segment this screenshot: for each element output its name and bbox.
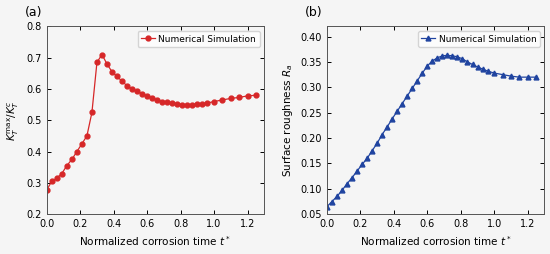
- Numerical Simulation: [439, 54, 446, 57]
- Numerical Simulation: [464, 60, 471, 64]
- Numerical Simulation: [389, 117, 395, 120]
- Numerical Simulation: [104, 62, 111, 66]
- Numerical Simulation: [211, 100, 217, 103]
- Text: (a): (a): [25, 6, 42, 19]
- Numerical Simulation: [459, 57, 466, 60]
- Numerical Simulation: [354, 170, 360, 173]
- Numerical Simulation: [469, 63, 476, 66]
- Numerical Simulation: [344, 182, 350, 185]
- Numerical Simulation: [424, 65, 431, 68]
- Numerical Simulation: [53, 177, 60, 180]
- Numerical Simulation: [323, 205, 330, 208]
- Numerical Simulation: [228, 97, 234, 100]
- Line: Numerical Simulation: Numerical Simulation: [45, 52, 258, 192]
- Numerical Simulation: [199, 102, 206, 105]
- Numerical Simulation: [479, 68, 486, 71]
- Numerical Simulation: [79, 142, 85, 145]
- Numerical Simulation: [404, 94, 410, 98]
- Numerical Simulation: [74, 150, 80, 153]
- Numerical Simulation: [159, 100, 166, 103]
- Numerical Simulation: [359, 163, 365, 166]
- Y-axis label: Surface roughness $R_a$: Surface roughness $R_a$: [281, 64, 295, 177]
- Numerical Simulation: [349, 176, 355, 179]
- Numerical Simulation: [454, 55, 461, 58]
- Numerical Simulation: [63, 164, 70, 167]
- Numerical Simulation: [144, 94, 151, 97]
- Numerical Simulation: [169, 102, 175, 105]
- Numerical Simulation: [204, 102, 211, 105]
- Numerical Simulation: [414, 79, 421, 82]
- Numerical Simulation: [374, 142, 381, 145]
- Numerical Simulation: [89, 111, 95, 114]
- Numerical Simulation: [69, 158, 75, 161]
- X-axis label: Normalized corrosion time $t^*$: Normalized corrosion time $t^*$: [360, 235, 512, 248]
- Numerical Simulation: [114, 75, 120, 78]
- Numerical Simulation: [533, 76, 540, 79]
- Numerical Simulation: [179, 103, 185, 106]
- Numerical Simulation: [94, 61, 100, 64]
- Numerical Simulation: [419, 72, 426, 75]
- Numerical Simulation: [369, 149, 376, 152]
- Legend: Numerical Simulation: Numerical Simulation: [418, 31, 540, 47]
- Numerical Simulation: [98, 53, 105, 56]
- Numerical Simulation: [139, 92, 145, 95]
- Line: Numerical Simulation: Numerical Simulation: [324, 53, 538, 209]
- Numerical Simulation: [429, 59, 436, 62]
- Numerical Simulation: [339, 189, 345, 192]
- Numerical Simulation: [491, 72, 498, 75]
- Numerical Simulation: [236, 96, 243, 99]
- Numerical Simulation: [184, 103, 191, 106]
- Numerical Simulation: [244, 94, 251, 97]
- Legend: Numerical Simulation: Numerical Simulation: [138, 31, 260, 47]
- Text: (b): (b): [305, 6, 323, 19]
- Numerical Simulation: [48, 180, 55, 183]
- Numerical Simulation: [499, 73, 506, 76]
- Numerical Simulation: [484, 70, 491, 73]
- Numerical Simulation: [189, 103, 196, 106]
- Numerical Simulation: [334, 195, 340, 198]
- Numerical Simulation: [252, 94, 259, 97]
- Numerical Simulation: [109, 70, 116, 73]
- Numerical Simulation: [394, 110, 400, 113]
- Numerical Simulation: [384, 125, 390, 129]
- Numerical Simulation: [434, 56, 441, 59]
- Numerical Simulation: [449, 54, 456, 57]
- Numerical Simulation: [399, 102, 405, 105]
- Numerical Simulation: [329, 200, 336, 203]
- Numerical Simulation: [58, 172, 65, 175]
- Numerical Simulation: [524, 76, 531, 79]
- Numerical Simulation: [474, 66, 481, 69]
- Numerical Simulation: [43, 188, 50, 191]
- Numerical Simulation: [134, 90, 140, 93]
- Numerical Simulation: [516, 76, 522, 79]
- Numerical Simulation: [154, 99, 161, 102]
- Numerical Simulation: [84, 134, 90, 137]
- Numerical Simulation: [149, 96, 156, 99]
- X-axis label: Normalized corrosion time $t^*$: Normalized corrosion time $t^*$: [79, 235, 232, 248]
- Numerical Simulation: [174, 102, 180, 105]
- Numerical Simulation: [508, 75, 514, 78]
- Numerical Simulation: [194, 103, 201, 106]
- Numerical Simulation: [444, 54, 450, 57]
- Numerical Simulation: [164, 101, 170, 104]
- Numerical Simulation: [129, 87, 135, 90]
- Numerical Simulation: [379, 133, 386, 136]
- Numerical Simulation: [364, 157, 370, 160]
- Numerical Simulation: [219, 99, 225, 102]
- Numerical Simulation: [409, 87, 416, 90]
- Numerical Simulation: [119, 80, 125, 83]
- Y-axis label: $K_T^{\rm max}/K_T^c$: $K_T^{\rm max}/K_T^c$: [6, 100, 21, 141]
- Numerical Simulation: [124, 84, 130, 87]
